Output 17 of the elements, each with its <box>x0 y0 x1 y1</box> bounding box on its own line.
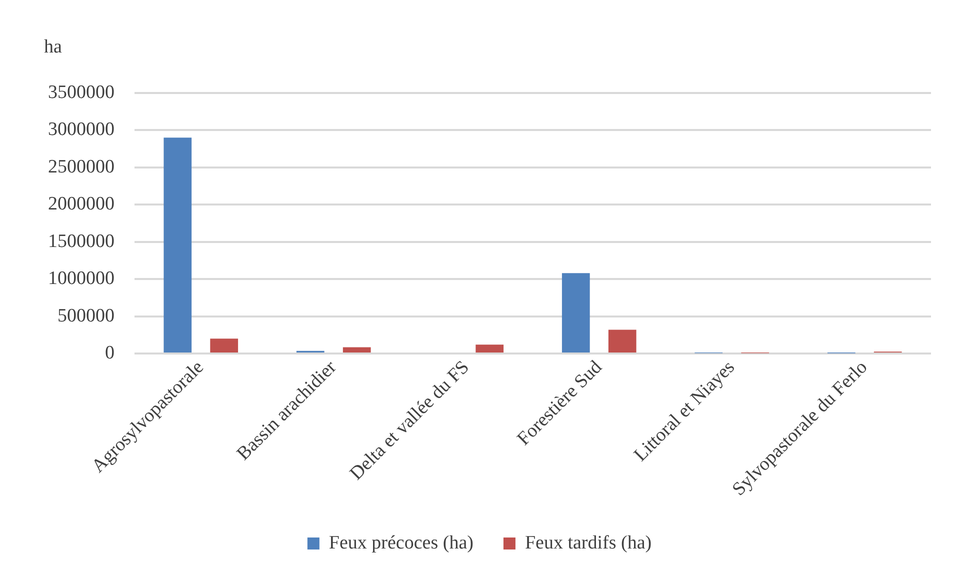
y-tick-label: 1500000 <box>48 230 114 252</box>
y-tick-label: 3000000 <box>48 119 114 140</box>
bar <box>562 273 590 353</box>
bar <box>476 344 504 353</box>
bar <box>164 138 192 353</box>
bar <box>608 330 636 353</box>
legend-label: Feux tardifs (ha) <box>524 532 652 554</box>
y-tick-label: 1000000 <box>48 268 114 290</box>
y-tick-label: 2000000 <box>48 194 114 215</box>
y-tick-label: 2500000 <box>48 156 114 178</box>
y-axis-title: ha <box>44 36 62 58</box>
bar <box>342 347 371 353</box>
y-tick-label: 3500000 <box>48 82 114 103</box>
bar <box>210 338 238 353</box>
legend-label: Feux précoces (ha) <box>328 532 474 554</box>
y-tick-label: 500000 <box>58 305 114 326</box>
y-tick-label: 0 <box>105 342 114 364</box>
